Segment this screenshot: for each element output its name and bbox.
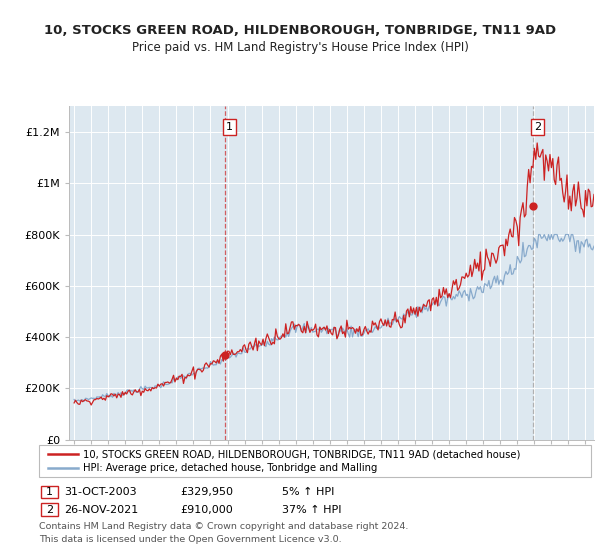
Text: 31-OCT-2003: 31-OCT-2003 (64, 487, 137, 497)
Text: Price paid vs. HM Land Registry's House Price Index (HPI): Price paid vs. HM Land Registry's House … (131, 41, 469, 54)
Text: 2: 2 (46, 505, 53, 515)
Text: 26-NOV-2021: 26-NOV-2021 (64, 505, 139, 515)
Text: 1: 1 (226, 122, 233, 132)
Text: 10, STOCKS GREEN ROAD, HILDENBOROUGH, TONBRIDGE, TN11 9AD: 10, STOCKS GREEN ROAD, HILDENBOROUGH, TO… (44, 24, 556, 38)
Text: 5% ↑ HPI: 5% ↑ HPI (282, 487, 334, 497)
Text: 37% ↑ HPI: 37% ↑ HPI (282, 505, 341, 515)
Text: 10, STOCKS GREEN ROAD, HILDENBOROUGH, TONBRIDGE, TN11 9AD (detached house): 10, STOCKS GREEN ROAD, HILDENBOROUGH, TO… (83, 449, 520, 459)
Text: 1: 1 (46, 487, 53, 497)
Text: Contains HM Land Registry data © Crown copyright and database right 2024.
This d: Contains HM Land Registry data © Crown c… (39, 522, 409, 544)
Text: £329,950: £329,950 (180, 487, 233, 497)
Text: 2: 2 (534, 122, 541, 132)
Text: HPI: Average price, detached house, Tonbridge and Malling: HPI: Average price, detached house, Tonb… (83, 463, 377, 473)
Text: £910,000: £910,000 (180, 505, 233, 515)
